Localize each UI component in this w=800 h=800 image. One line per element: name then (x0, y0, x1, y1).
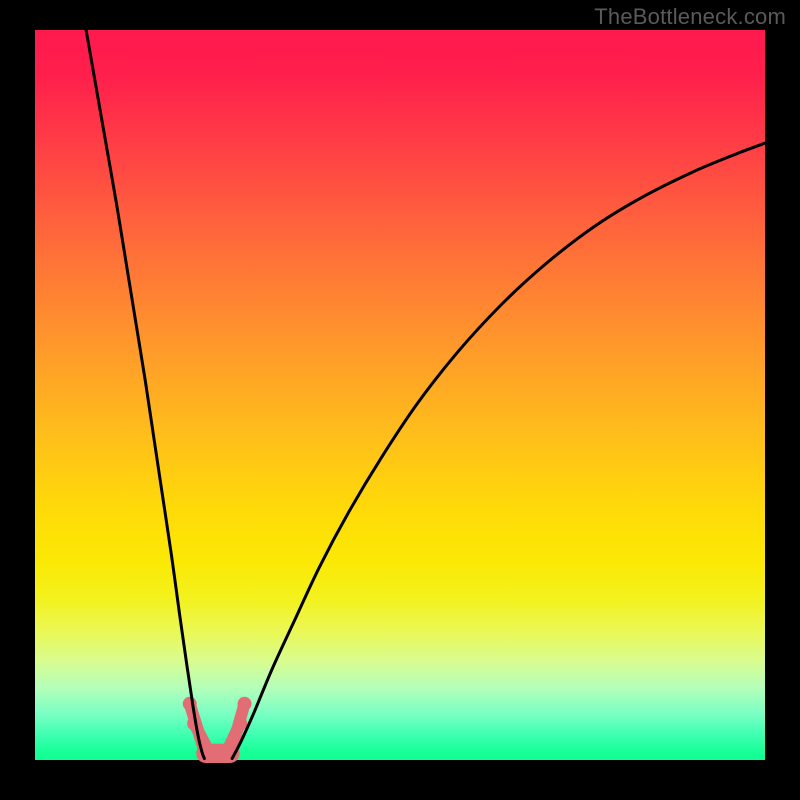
bottleneck-chart (0, 0, 800, 800)
chart-container: TheBottleneck.com (0, 0, 800, 800)
watermark-text: TheBottleneck.com (594, 4, 786, 30)
